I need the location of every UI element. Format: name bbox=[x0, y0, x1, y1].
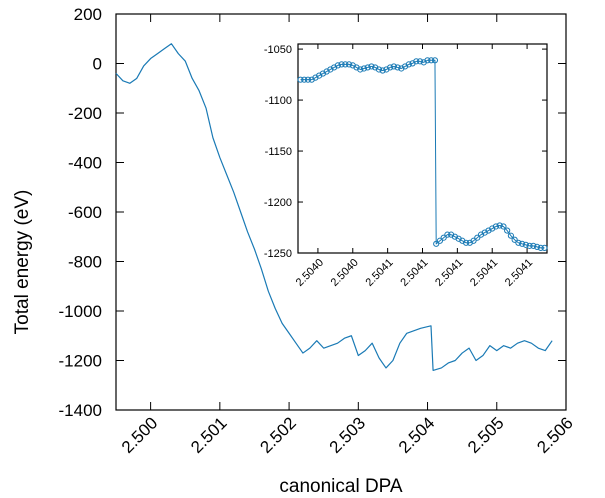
inset-x-tick-label: 2.5040 bbox=[294, 257, 326, 289]
main-x-tick-label: 2.506 bbox=[533, 413, 577, 457]
inset-data-point bbox=[387, 64, 394, 71]
inset-data-point bbox=[394, 64, 401, 71]
inset-data-point bbox=[500, 223, 507, 230]
inset-data-point bbox=[334, 62, 341, 69]
inset-data-point bbox=[304, 76, 312, 83]
inset-data-point bbox=[431, 57, 439, 64]
main-x-tick-label: 2.500 bbox=[118, 413, 162, 457]
inset-data-point bbox=[342, 61, 349, 68]
inset-data-point bbox=[301, 76, 308, 83]
main-x-tick-label: 2.503 bbox=[326, 413, 370, 457]
inset-y-tick-label: -1100 bbox=[265, 95, 292, 107]
main-y-tick-label: -1000 bbox=[59, 302, 102, 321]
y-axis-label: Total energy (eV) bbox=[12, 190, 33, 335]
inset-data-point bbox=[368, 63, 375, 70]
inset-x-tick-label: 2.5040 bbox=[329, 257, 361, 289]
inset-x-tick-label: 2.5041 bbox=[433, 257, 465, 289]
inset-data-point bbox=[507, 232, 514, 239]
main-y-tick-label: -1200 bbox=[59, 351, 102, 370]
inset-data-point bbox=[424, 57, 431, 64]
inset-data-point bbox=[537, 244, 544, 252]
inset-x-tick-label: 2.5041 bbox=[398, 257, 430, 289]
inset-data-point bbox=[413, 58, 420, 65]
main-y-tick-label: 0 bbox=[93, 54, 102, 73]
inset-data-point bbox=[416, 58, 424, 65]
inset-data-point bbox=[440, 234, 447, 241]
inset-data-point bbox=[462, 239, 470, 246]
inset-x-tick-label: 2.5041 bbox=[503, 257, 535, 289]
main-x-tick-label: 2.504 bbox=[395, 413, 439, 457]
main-x-tick-label: 2.502 bbox=[256, 413, 300, 457]
inset-data-point bbox=[390, 63, 397, 70]
main-y-tick-label: -800 bbox=[68, 252, 102, 271]
inset-y-tick-label: -1150 bbox=[265, 146, 292, 158]
inset-y-tick-label: -1050 bbox=[264, 44, 292, 56]
main-y-tick-label: -400 bbox=[68, 153, 102, 172]
main-series-line bbox=[115, 43, 553, 371]
inset-data-point bbox=[436, 237, 444, 244]
inset-data-point bbox=[433, 240, 440, 247]
main-y-tick-label: -1400 bbox=[59, 401, 102, 420]
inset-data-point bbox=[364, 64, 371, 71]
x-axis-label: canonical DPA bbox=[279, 476, 403, 497]
inset-data-point bbox=[360, 65, 368, 72]
main-y-tick-label: -200 bbox=[68, 104, 102, 123]
inset-data-point bbox=[375, 66, 383, 73]
inset-data-point bbox=[515, 239, 522, 246]
inset-x-tick-label: 2.5041 bbox=[363, 257, 395, 289]
inset-x-tick-label: 2.5041 bbox=[468, 257, 500, 289]
inset-data-point bbox=[522, 241, 529, 248]
inset-data-point bbox=[511, 236, 518, 243]
main-x-tick-label: 2.505 bbox=[464, 413, 508, 457]
inset-y-tick-label: -1200 bbox=[264, 197, 292, 209]
inset-data-point bbox=[470, 237, 477, 244]
inset-data-point bbox=[428, 57, 435, 64]
inset-data-point bbox=[379, 67, 386, 74]
inset-data-point bbox=[530, 242, 537, 249]
inset-data-point bbox=[405, 61, 412, 68]
inset-data-point bbox=[492, 223, 500, 230]
inset-data-point bbox=[297, 76, 304, 83]
inset-data-point bbox=[519, 240, 526, 247]
inset-data-point bbox=[496, 222, 503, 229]
main-plot-frame bbox=[115, 13, 567, 411]
inset-plot-frame bbox=[297, 43, 548, 254]
inset-data-point bbox=[533, 243, 541, 250]
inset-y-tick-label: -1250 bbox=[264, 248, 292, 260]
inset-data-point bbox=[345, 61, 353, 68]
main-plot: 200 0 -200 -400 -600 -800 -1000 -1200 -1400 2.500… bbox=[59, 5, 577, 457]
inset-data-point bbox=[526, 242, 533, 249]
inset-series-line bbox=[300, 59, 545, 249]
inset-data-point bbox=[541, 244, 548, 252]
inset-data-point bbox=[357, 66, 364, 73]
inset-data-point bbox=[504, 227, 511, 234]
main-y-tick-label: -600 bbox=[68, 203, 102, 222]
main-x-tick-label: 2.501 bbox=[187, 413, 231, 457]
inset-data-point bbox=[338, 61, 345, 68]
main-y-tick-label: 200 bbox=[74, 5, 102, 24]
inset-data-point bbox=[444, 231, 451, 238]
inset-data-point bbox=[474, 234, 481, 241]
